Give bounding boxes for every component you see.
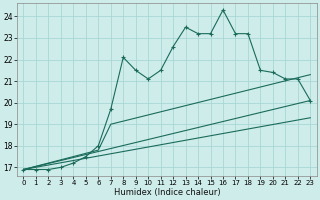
X-axis label: Humidex (Indice chaleur): Humidex (Indice chaleur): [114, 188, 220, 197]
